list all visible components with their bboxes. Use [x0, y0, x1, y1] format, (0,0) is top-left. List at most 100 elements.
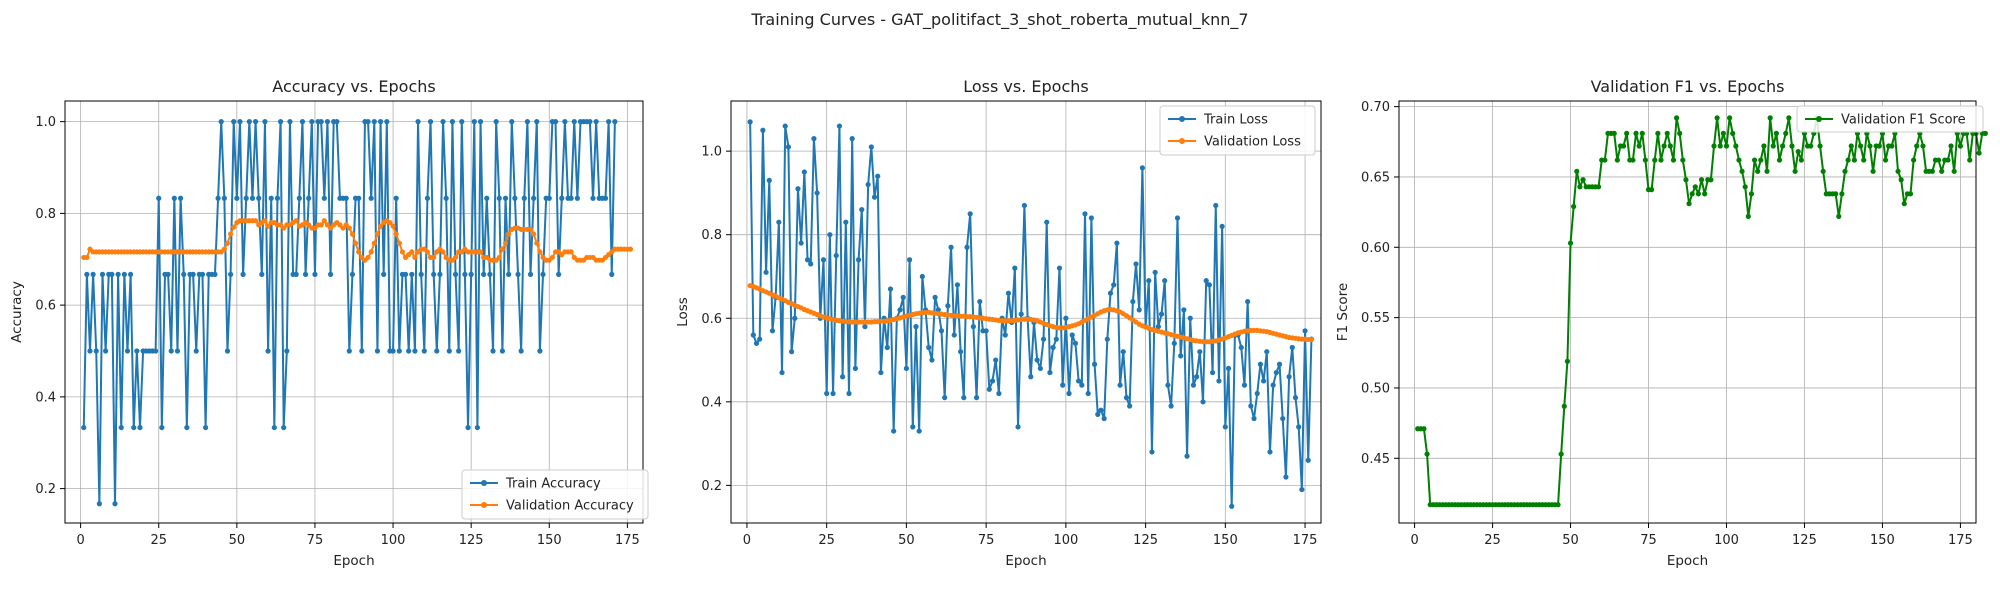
data-point — [287, 119, 293, 125]
legend-swatch-marker — [1179, 138, 1185, 144]
x-tick-label: 100 — [381, 533, 406, 548]
data-point — [1748, 191, 1755, 197]
chart-panel-1: 0 25 50 75 100 125 150 175 0.2 0.4 0.6 0.8 1.0 Accura… — [9, 77, 649, 569]
data-point — [884, 344, 890, 351]
data-point — [459, 119, 465, 125]
data-point — [546, 195, 552, 201]
data-point — [996, 390, 1002, 397]
data-point — [443, 195, 449, 201]
data-point — [465, 424, 471, 431]
y-tick-label: 0.8 — [35, 207, 56, 222]
data-point — [174, 348, 181, 354]
y-tick-label: 0.45 — [1361, 452, 1390, 467]
data-point — [1695, 191, 1702, 197]
data-point — [1149, 449, 1155, 455]
data-point — [948, 244, 954, 250]
data-point — [540, 271, 546, 277]
data-point — [757, 336, 763, 342]
data-point — [81, 424, 87, 431]
data-point — [1085, 390, 1091, 397]
data-point — [134, 348, 140, 354]
data-point — [534, 240, 540, 246]
data-point — [1184, 453, 1190, 459]
data-point — [1642, 157, 1648, 163]
data-point — [993, 357, 999, 363]
data-point — [1664, 130, 1670, 136]
data-point — [499, 348, 506, 354]
data-point — [1727, 115, 1733, 121]
data-point — [750, 332, 756, 338]
data-point — [849, 136, 855, 142]
data-point — [1914, 143, 1920, 149]
data-point — [1636, 143, 1642, 149]
data-point — [1957, 143, 1964, 149]
data-point — [252, 218, 259, 224]
data-point — [593, 119, 599, 125]
data-point — [231, 224, 237, 230]
legend-label: Validation F1 Score — [1841, 113, 1966, 128]
data-point — [1967, 157, 1973, 163]
data-point — [502, 240, 509, 246]
data-point — [840, 374, 846, 380]
legend: Train Loss Validation Loss — [1159, 105, 1316, 156]
data-point — [1577, 184, 1583, 190]
data-point — [970, 324, 976, 330]
data-point — [412, 254, 418, 261]
data-point — [1190, 382, 1197, 388]
data-point — [1308, 336, 1315, 343]
legend-swatch-marker — [1816, 116, 1822, 122]
data-point — [493, 119, 499, 125]
legend-swatch-marker — [481, 480, 487, 486]
data-point — [1670, 157, 1677, 163]
data-point — [1200, 399, 1206, 405]
data-point — [156, 195, 162, 201]
data-point — [393, 231, 399, 237]
data-point — [1633, 130, 1639, 136]
data-point — [1901, 201, 1907, 207]
data-point — [906, 257, 913, 263]
data-point — [249, 195, 256, 201]
data-point — [90, 271, 96, 277]
data-point — [1213, 202, 1219, 209]
data-point — [181, 271, 187, 277]
x-tick-label: 100 — [1053, 533, 1078, 548]
data-point — [277, 119, 284, 125]
data-point — [502, 195, 509, 201]
data-point — [1267, 449, 1273, 455]
chart-panel-2: 0 25 50 75 100 125 150 175 0.2 0.4 0.6 0.8 1.0 Loss v… — [675, 77, 1322, 569]
data-point — [868, 144, 874, 150]
data-point — [1194, 374, 1200, 380]
data-point — [1920, 143, 1926, 149]
chart-panel-3: 0 25 50 75 100 125 150 175 0.45 0.50 0.55 0.60 0.65 0… — [1335, 77, 1988, 569]
data-point — [1620, 143, 1627, 149]
data-point — [190, 271, 196, 277]
data-point — [246, 119, 252, 125]
data-point — [165, 271, 171, 277]
data-point — [324, 222, 331, 228]
data-point — [961, 395, 967, 401]
data-point — [506, 271, 512, 277]
data-point — [1630, 157, 1636, 163]
data-point — [983, 328, 989, 334]
data-point — [365, 119, 371, 125]
x-tick-label: 175 — [1293, 533, 1318, 548]
data-point — [284, 348, 290, 354]
data-point — [159, 424, 165, 431]
data-point — [1851, 157, 1857, 163]
data-point — [1755, 168, 1761, 174]
data-point — [1895, 168, 1901, 174]
data-point — [243, 195, 249, 201]
data-point — [1795, 149, 1801, 155]
data-point — [1222, 424, 1228, 430]
data-point — [431, 254, 437, 261]
data-point — [215, 195, 221, 201]
data-point — [989, 378, 996, 384]
data-point — [836, 123, 843, 129]
data-point — [484, 195, 490, 201]
data-point — [1789, 143, 1795, 149]
legend-item: Train Loss — [1168, 113, 1268, 128]
data-point — [1155, 324, 1161, 330]
data-point — [801, 169, 807, 175]
x-tick-label: 150 — [1870, 533, 1895, 548]
